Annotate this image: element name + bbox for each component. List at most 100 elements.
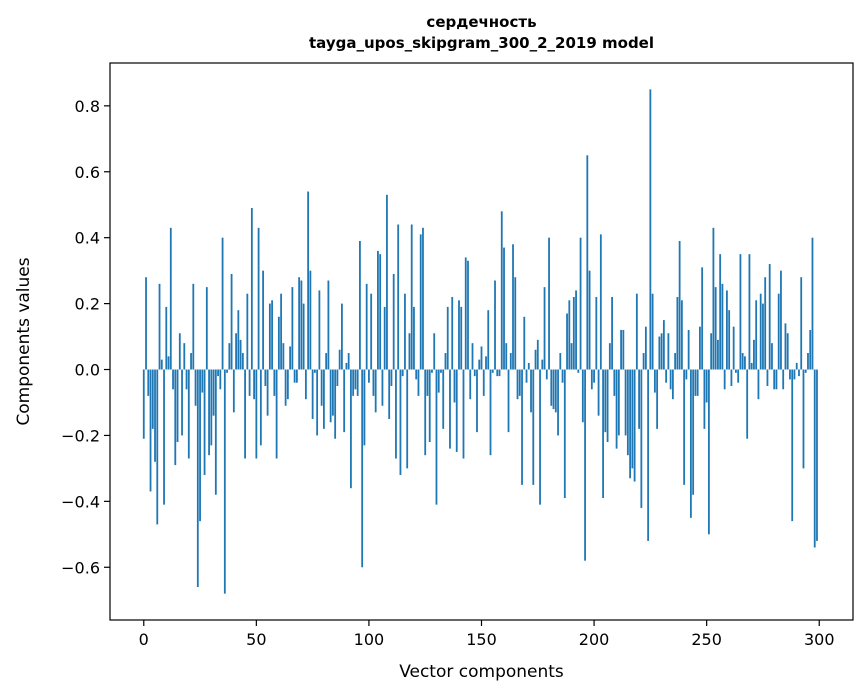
bar bbox=[444, 353, 447, 370]
bar bbox=[640, 369, 643, 508]
bar bbox=[413, 306, 415, 370]
bar bbox=[435, 369, 438, 505]
bar bbox=[577, 369, 580, 373]
bar bbox=[696, 369, 699, 396]
bar bbox=[680, 300, 683, 370]
bar bbox=[584, 369, 586, 561]
bar bbox=[764, 277, 767, 370]
bar bbox=[262, 270, 265, 370]
bar bbox=[739, 254, 742, 370]
bar bbox=[417, 369, 420, 396]
bar bbox=[717, 339, 719, 370]
bar bbox=[147, 369, 150, 396]
bar bbox=[482, 369, 485, 396]
bar bbox=[201, 369, 204, 393]
bar bbox=[350, 369, 352, 489]
bar bbox=[710, 333, 713, 370]
bar bbox=[503, 247, 505, 370]
bar bbox=[804, 369, 807, 373]
bar bbox=[257, 227, 260, 370]
bar bbox=[145, 277, 147, 370]
bar bbox=[671, 369, 674, 400]
bar bbox=[597, 369, 600, 416]
bar bbox=[793, 369, 796, 380]
bar bbox=[545, 369, 548, 380]
y-tick-label: −0.4 bbox=[61, 492, 100, 511]
bar bbox=[383, 306, 386, 370]
bar bbox=[293, 369, 296, 383]
bar bbox=[543, 287, 546, 370]
bar bbox=[388, 369, 391, 419]
bar bbox=[160, 359, 163, 370]
bar bbox=[674, 353, 677, 370]
bar bbox=[392, 273, 395, 370]
bar bbox=[809, 329, 812, 370]
bar bbox=[795, 362, 798, 370]
bar bbox=[264, 369, 267, 386]
bar bbox=[622, 329, 625, 370]
bar bbox=[678, 240, 681, 370]
bar bbox=[185, 369, 188, 390]
bar bbox=[426, 369, 429, 396]
bar bbox=[273, 369, 276, 396]
bar bbox=[379, 254, 382, 370]
bar bbox=[372, 369, 375, 396]
bar bbox=[424, 369, 427, 456]
y-axis-label: Components values bbox=[14, 257, 34, 425]
bar bbox=[780, 270, 782, 370]
y-tick-label: −0.2 bbox=[61, 426, 100, 445]
bar bbox=[811, 237, 814, 370]
bar bbox=[651, 293, 654, 370]
bar bbox=[219, 369, 222, 390]
bar bbox=[212, 369, 215, 416]
bar bbox=[230, 273, 233, 370]
bar bbox=[433, 333, 436, 370]
bar bbox=[354, 369, 357, 390]
bar bbox=[244, 369, 246, 459]
bar bbox=[744, 356, 746, 370]
bar bbox=[723, 369, 726, 390]
bar bbox=[536, 339, 539, 370]
bar bbox=[307, 191, 310, 370]
bar bbox=[566, 313, 568, 370]
bar bbox=[498, 369, 501, 377]
bar bbox=[156, 369, 159, 525]
bar bbox=[644, 326, 647, 370]
bar bbox=[595, 297, 598, 370]
bar bbox=[613, 369, 616, 396]
x-tick-label: 150 bbox=[466, 630, 497, 649]
bar bbox=[228, 343, 231, 370]
y-tick-label: 0.0 bbox=[75, 361, 100, 380]
bar bbox=[431, 369, 433, 373]
bar bbox=[309, 270, 312, 370]
bar bbox=[469, 369, 472, 400]
bar bbox=[284, 369, 287, 406]
bar bbox=[181, 369, 183, 436]
bar bbox=[322, 369, 325, 429]
bar bbox=[478, 359, 481, 370]
bar bbox=[313, 369, 316, 373]
bar bbox=[590, 369, 593, 390]
x-tick-label: 200 bbox=[579, 630, 610, 649]
bar bbox=[620, 329, 622, 370]
bar bbox=[428, 369, 431, 443]
bar bbox=[694, 369, 697, 396]
y-tick-label: 0.8 bbox=[75, 97, 100, 116]
bar bbox=[352, 369, 355, 396]
bar bbox=[487, 310, 490, 370]
bar bbox=[163, 369, 165, 505]
bar bbox=[311, 369, 314, 419]
bar bbox=[662, 320, 665, 370]
bar bbox=[773, 369, 776, 390]
bar bbox=[777, 293, 780, 370]
bar bbox=[268, 303, 271, 370]
bar bbox=[266, 369, 269, 416]
bar bbox=[750, 362, 753, 370]
bar bbox=[196, 369, 199, 588]
bar bbox=[449, 369, 451, 449]
bar bbox=[239, 339, 242, 370]
bar bbox=[721, 283, 724, 370]
y-tick-label: −0.6 bbox=[61, 558, 100, 577]
bar bbox=[401, 369, 404, 377]
bar bbox=[217, 369, 219, 377]
